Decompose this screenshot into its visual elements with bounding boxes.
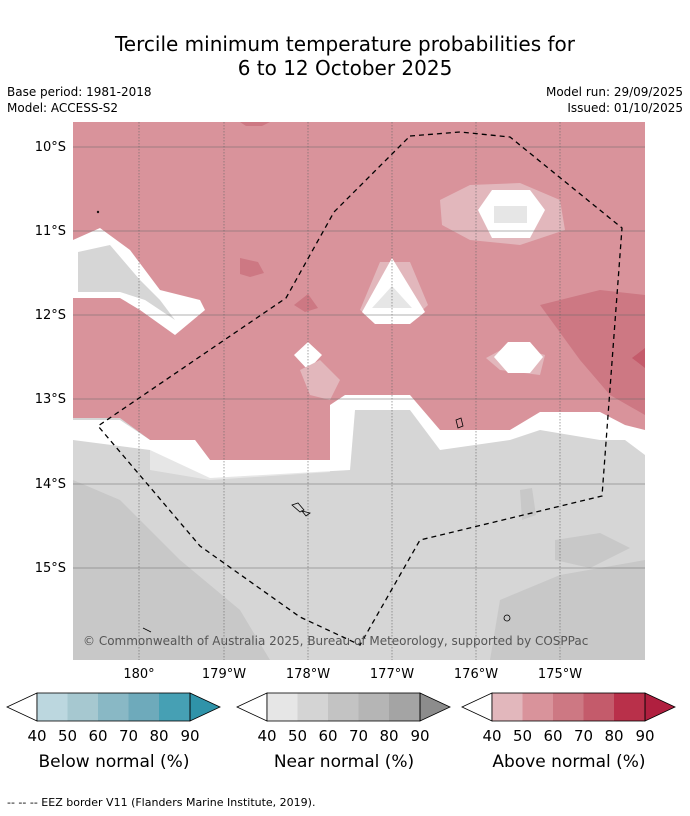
- colorbar-swatch: [159, 693, 190, 721]
- model-name: Model: ACCESS-S2: [7, 101, 119, 115]
- tick: 40: [257, 727, 277, 745]
- above-normal-60-patch-b: [294, 294, 318, 312]
- colorbar-swatch: [553, 693, 584, 721]
- tick: 80: [604, 727, 624, 745]
- legend-near-normal: 40 50 60 70 80 90 Near normal (%): [236, 690, 452, 780]
- colorbar-below: [6, 692, 221, 722]
- lat-label: 10°S: [35, 140, 66, 155]
- above-normal-60-top: [240, 122, 270, 126]
- above-normal-70-edge: [632, 348, 645, 368]
- tick: 50: [57, 727, 78, 745]
- tick: 80: [379, 727, 399, 745]
- tick: 50: [512, 727, 533, 745]
- graticule: [73, 122, 645, 660]
- colorbar-swatch: [492, 693, 523, 721]
- issued-date: Issued: 01/10/2025: [567, 101, 683, 115]
- near-normal-patch-north: [494, 206, 527, 223]
- colorbar-swatch: [98, 693, 129, 721]
- tick: 70: [118, 727, 139, 745]
- colorbar-swatch: [67, 693, 98, 721]
- colorbar-extend-max: [189, 692, 221, 722]
- above-normal-60-east: [540, 290, 645, 415]
- tick: 60: [543, 727, 563, 745]
- title-line-2: 6 to 12 October 2025: [237, 56, 453, 80]
- colorbar-swatch: [128, 693, 159, 721]
- colorbar-above: [461, 692, 676, 722]
- tick: 70: [348, 727, 369, 745]
- legend-caption: Above normal (%): [492, 752, 646, 772]
- eez-border: [97, 131, 623, 646]
- tick: 60: [318, 727, 338, 745]
- colorbar-swatch: [583, 693, 614, 721]
- lon-label: 176°W: [454, 667, 498, 682]
- colorbar-swatch: [614, 693, 645, 721]
- title-line-1: Tercile minimum temperature probabilitie…: [114, 32, 576, 56]
- colorbar-extend-max: [644, 692, 676, 722]
- near-normal-50-southeast: [490, 560, 645, 660]
- lon-label: 178°W: [286, 667, 330, 682]
- legend-caption: Near normal (%): [273, 752, 415, 772]
- model-run: Model run: 29/09/2025: [545, 85, 683, 99]
- legend-above-normal: 40 50 60 70 80 90 Above normal (%): [461, 690, 677, 780]
- islands: [96, 210, 511, 633]
- meta-left: Base period: 1981-2018 Model: ACCESS-S2: [7, 84, 152, 116]
- lon-label: 179°W: [202, 667, 246, 682]
- tick: 90: [410, 727, 430, 745]
- tick: 50: [287, 727, 308, 745]
- meta-right: Model run: 29/09/2025 Issued: 01/10/2025: [546, 84, 683, 116]
- colorbar-swatch: [328, 693, 359, 721]
- footnote: -- -- -- EEZ border V11 (Flanders Marine…: [7, 796, 316, 809]
- lat-label: 13°S: [35, 392, 66, 407]
- near-normal-50-west: [73, 480, 270, 660]
- lat-label: 14°S: [35, 477, 66, 492]
- above-normal-60-patch-a: [240, 258, 264, 277]
- lat-label: 15°S: [35, 561, 66, 576]
- legend-caption: Below normal (%): [38, 752, 190, 772]
- latitude-labels: 10°S 11°S 12°S 13°S 14°S 15°S: [35, 140, 66, 576]
- near-normal-west-patch: [78, 245, 175, 320]
- legend-below-normal: 40 50 60 70 80 90 Below normal (%): [6, 690, 222, 780]
- near-normal-50-small: [520, 488, 536, 520]
- near-normal-50-patch: [555, 533, 630, 568]
- lon-label: 180°: [123, 667, 154, 682]
- lon-label: 177°W: [370, 667, 414, 682]
- tick: 90: [635, 727, 655, 745]
- map-title: Tercile minimum temperature probabilitie…: [0, 32, 690, 80]
- colorbar-extend-max: [419, 692, 451, 722]
- lon-label: 175°W: [538, 667, 582, 682]
- colorbar-near: [236, 692, 451, 722]
- tick: 80: [149, 727, 169, 745]
- above-normal-40-small: [300, 360, 340, 400]
- base-period: Base period: 1981-2018: [7, 85, 152, 99]
- white-patch-east: [494, 342, 543, 373]
- colorbar-swatch: [358, 693, 389, 721]
- colorbar-swatch: [297, 693, 328, 721]
- lat-label: 11°S: [35, 224, 66, 239]
- tick: 40: [482, 727, 502, 745]
- tick: 40: [27, 727, 47, 745]
- longitude-labels: 180° 179°W 178°W 177°W 176°W 175°W: [123, 667, 582, 682]
- probability-map: © Commonwealth of Australia 2025, Bureau…: [35, 122, 645, 682]
- colorbar-swatch: [267, 693, 298, 721]
- tick: 90: [180, 727, 200, 745]
- tick: 60: [88, 727, 108, 745]
- tick: 70: [573, 727, 594, 745]
- copyright-text: © Commonwealth of Australia 2025, Bureau…: [83, 634, 588, 648]
- colorbar-swatch: [37, 693, 68, 721]
- colorbar-swatch: [522, 693, 553, 721]
- lat-label: 12°S: [35, 308, 66, 323]
- colorbar-swatch: [389, 693, 420, 721]
